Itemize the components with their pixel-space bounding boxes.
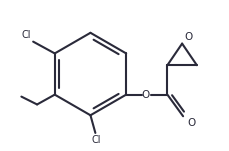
Text: O: O (186, 118, 194, 128)
Text: O: O (141, 90, 149, 100)
Text: O: O (183, 32, 191, 42)
Text: Cl: Cl (91, 135, 101, 145)
Text: Cl: Cl (22, 30, 31, 40)
